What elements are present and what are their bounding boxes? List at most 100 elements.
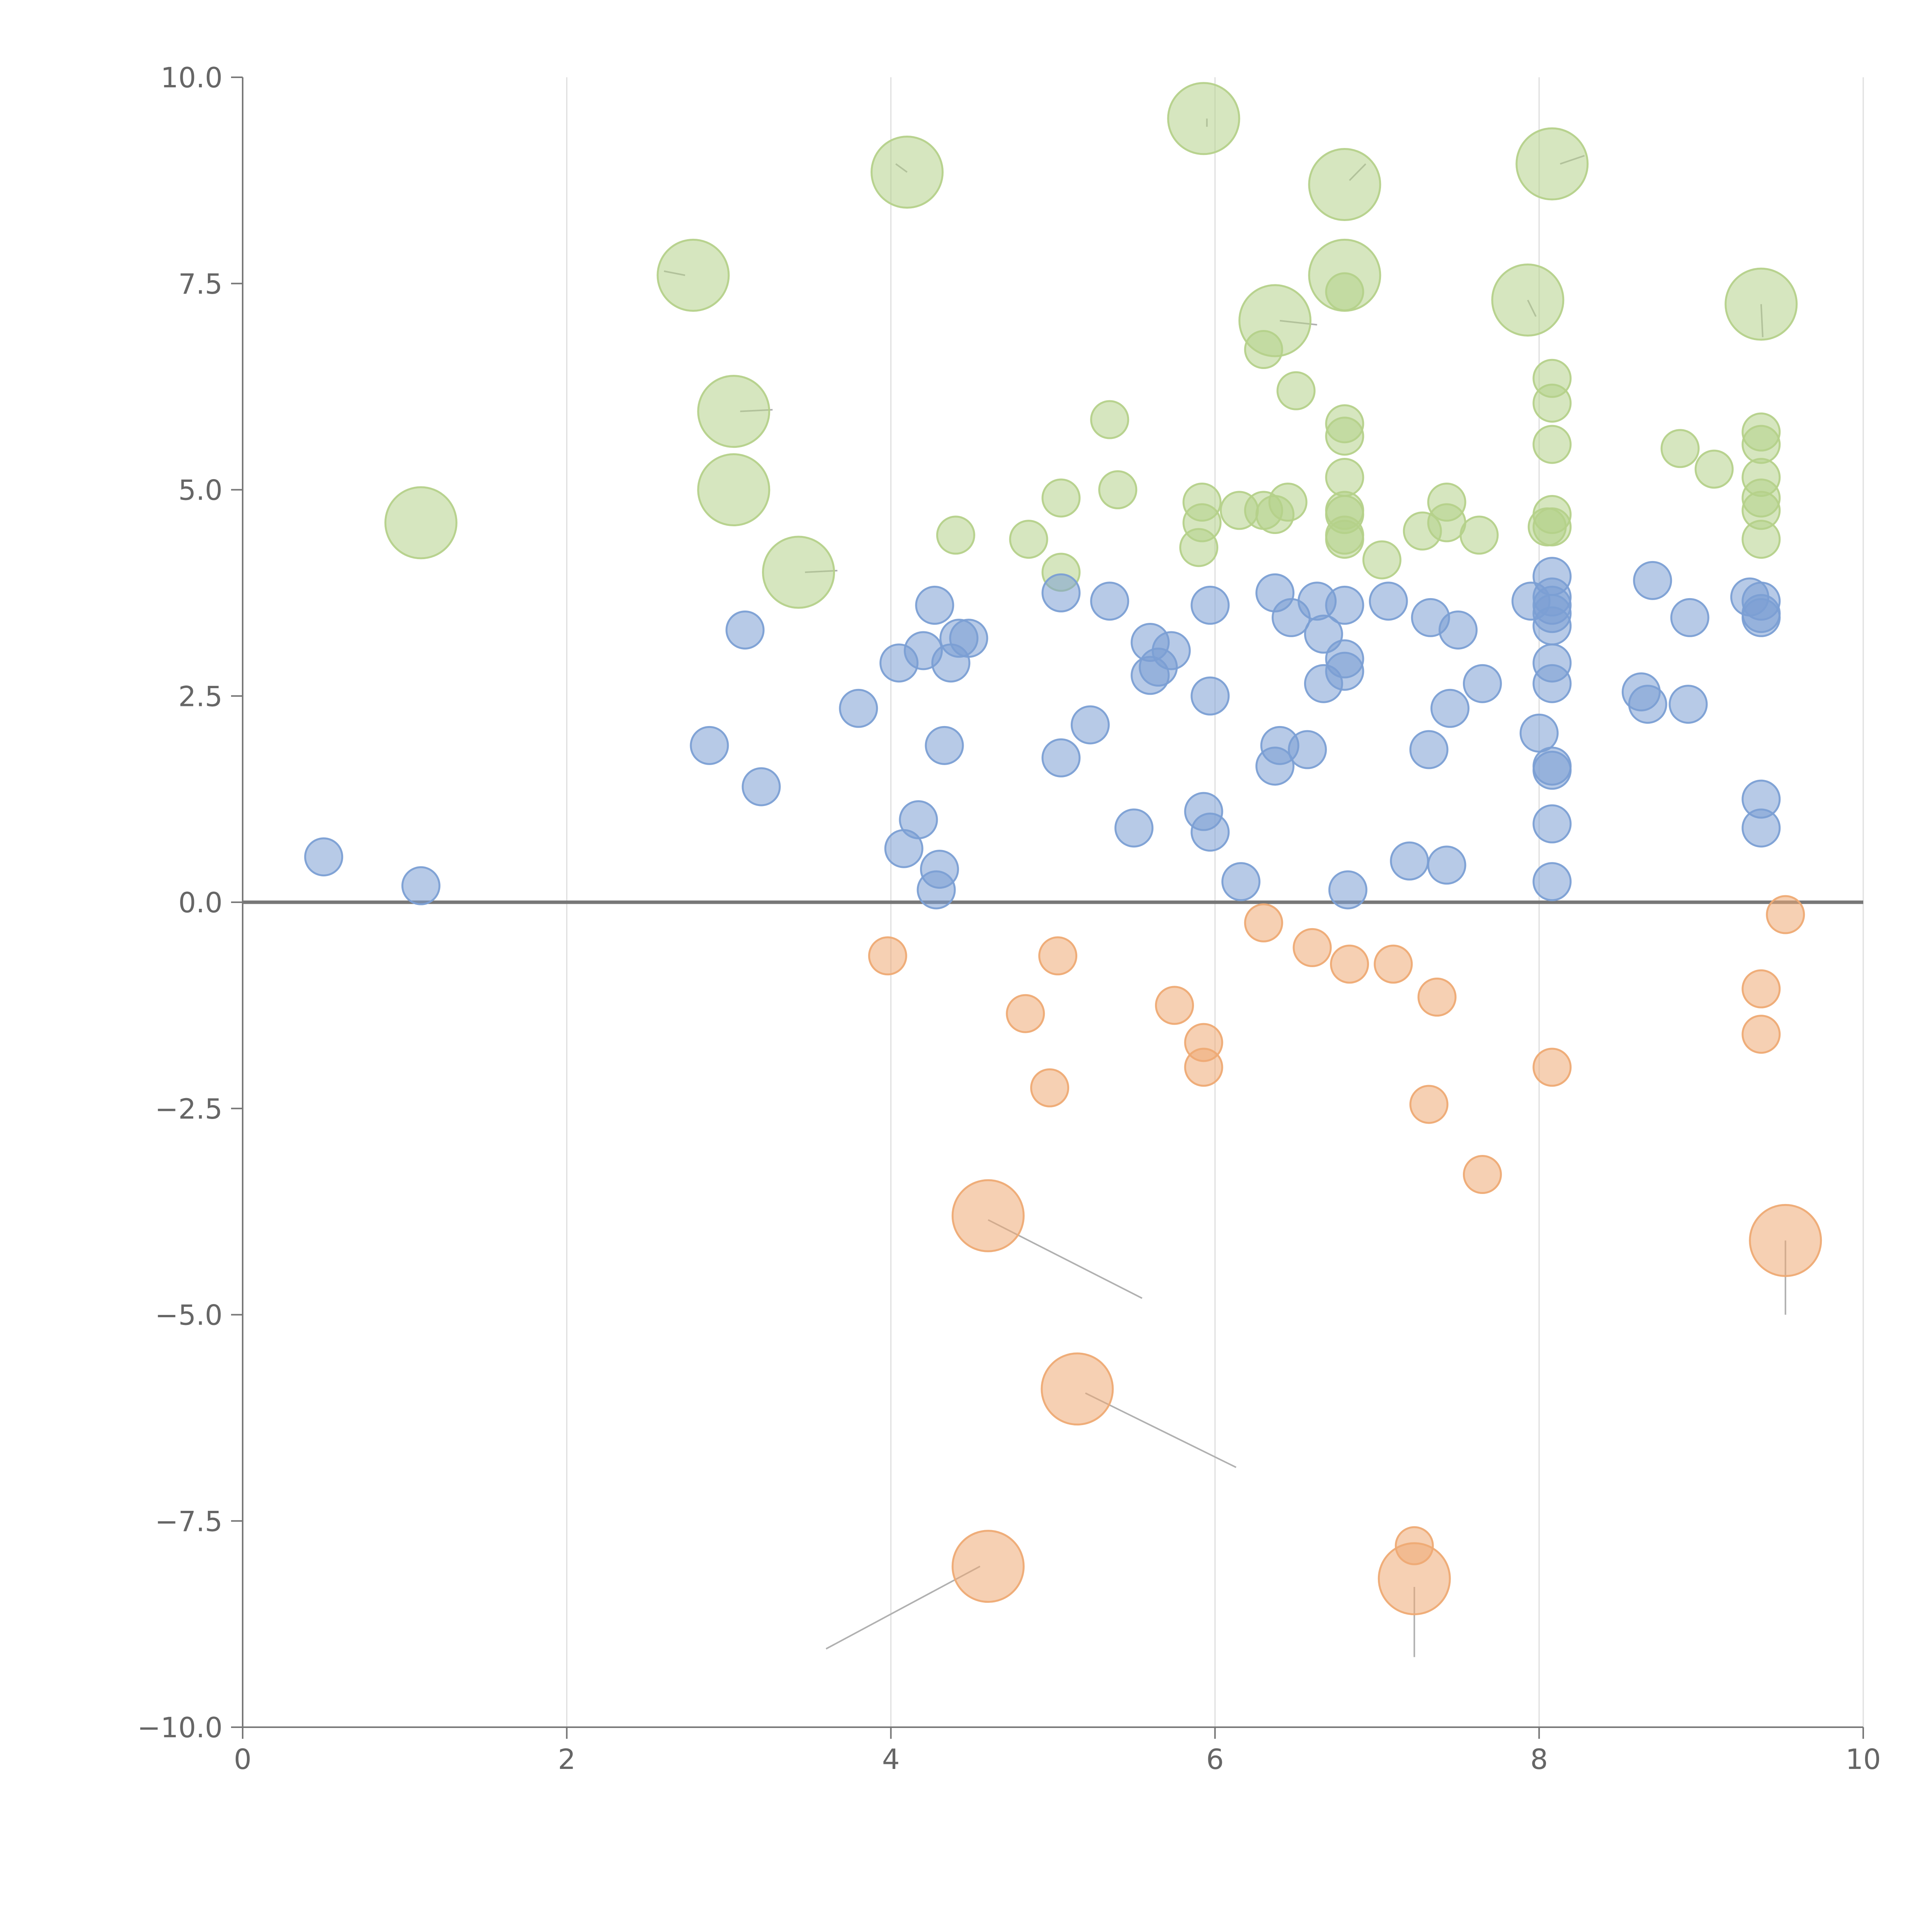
y-axis-ticks: 10.0 7.5 5.0 2.5 0.0 −2.5 −5.0 −7.5 −10.0 [137, 61, 243, 1744]
blue-point [1221, 862, 1261, 901]
blue-point [1409, 730, 1449, 769]
orange-large-point [1749, 1204, 1822, 1277]
green-large-point [697, 375, 770, 448]
green-large-point [697, 453, 770, 526]
blue-point [1190, 676, 1230, 716]
green-large-point [384, 486, 457, 560]
y-tick-label: 7.5 [178, 268, 223, 300]
orange-point [1330, 944, 1369, 984]
blue-point [1090, 582, 1129, 621]
green-point [1362, 540, 1401, 580]
green-point [1098, 470, 1138, 509]
green-point [1459, 515, 1499, 555]
blue-point [1633, 561, 1672, 600]
orange-point [1742, 1015, 1781, 1054]
blue-point [401, 866, 440, 905]
green-point [1325, 417, 1364, 456]
blue-point [1532, 664, 1572, 703]
blue-point [1628, 685, 1667, 724]
green-large-point [1238, 284, 1312, 357]
orange-point [1742, 969, 1781, 1009]
green-point [1742, 520, 1781, 559]
green-large-point [1491, 263, 1565, 337]
y-tick-label: −10.0 [137, 1711, 223, 1744]
blue-point [1742, 598, 1781, 637]
green-point [1532, 359, 1572, 398]
blue-point [1519, 713, 1559, 753]
blue-point [1390, 841, 1429, 881]
blue-point [1151, 631, 1191, 670]
blue-point [1463, 664, 1502, 703]
blue-point [742, 767, 781, 806]
blue-point [915, 585, 954, 625]
blue-point [1439, 610, 1478, 650]
y-tick-label: 5.0 [178, 474, 223, 507]
green-large-point [1308, 238, 1381, 312]
x-tick-label: 2 [558, 1743, 576, 1776]
green-large-point [1725, 267, 1798, 341]
blue-point [1287, 730, 1327, 769]
blue-point [1532, 804, 1572, 844]
orange-large-point [1041, 1352, 1114, 1426]
orange-point [1463, 1155, 1502, 1194]
blue-point [899, 800, 938, 839]
green-point [1660, 429, 1700, 468]
blue-point [1670, 598, 1709, 637]
blue-point [1430, 689, 1470, 728]
x-tick-label: 6 [1206, 1743, 1224, 1776]
green-point [1325, 457, 1364, 497]
blue-point [1532, 862, 1572, 901]
blue-point [1532, 606, 1572, 646]
green-point [1041, 478, 1081, 518]
blue-point [1041, 738, 1081, 777]
blue-point [1041, 573, 1081, 612]
blue-point [1369, 582, 1408, 621]
blue-point [917, 870, 956, 910]
orange-point [1417, 978, 1457, 1017]
orange-point [1155, 986, 1194, 1025]
green-point [1276, 371, 1316, 410]
x-tick-label: 8 [1530, 1743, 1548, 1776]
blue-point [1742, 808, 1781, 848]
x-tick-label: 0 [234, 1743, 252, 1776]
orange-large-point [1378, 1542, 1451, 1616]
blue-point [725, 610, 765, 650]
blue-point [1114, 808, 1154, 848]
y-tick-label: −5.0 [155, 1299, 223, 1332]
green-point [1090, 400, 1129, 439]
blue-point [1532, 750, 1572, 790]
green-point [936, 515, 975, 555]
orange-point [1244, 903, 1283, 942]
blue-point [1668, 685, 1708, 724]
orange-point [1038, 936, 1078, 976]
green-point [1009, 520, 1048, 559]
blue-point [1190, 585, 1230, 625]
orange-point [1184, 1048, 1223, 1087]
green-point [1694, 449, 1734, 489]
orange-point [1006, 994, 1045, 1033]
orange-point [1293, 928, 1332, 967]
blue-point [1328, 870, 1367, 910]
blue-point [839, 689, 878, 728]
green-large-point [871, 136, 944, 209]
orange-point [1374, 944, 1413, 984]
green-large-point [762, 536, 835, 609]
green-large-point [656, 238, 730, 312]
x-tick-label: 4 [882, 1743, 900, 1776]
orange-large-point [951, 1530, 1025, 1603]
green-point [1532, 507, 1572, 547]
blue-point [1427, 845, 1466, 885]
green-point [1179, 528, 1218, 567]
green-point [1532, 425, 1572, 464]
blue-point [1190, 813, 1230, 852]
orange-point [1409, 1085, 1449, 1124]
green-large-point [1515, 127, 1589, 201]
y-tick-label: 0.0 [178, 886, 223, 919]
blue-point [1070, 705, 1110, 745]
orange-point [868, 936, 907, 976]
green-point [1325, 515, 1364, 555]
green-large-point [1167, 82, 1240, 155]
x-tick-label: 10 [1845, 1743, 1881, 1776]
orange-large-point [951, 1179, 1025, 1252]
